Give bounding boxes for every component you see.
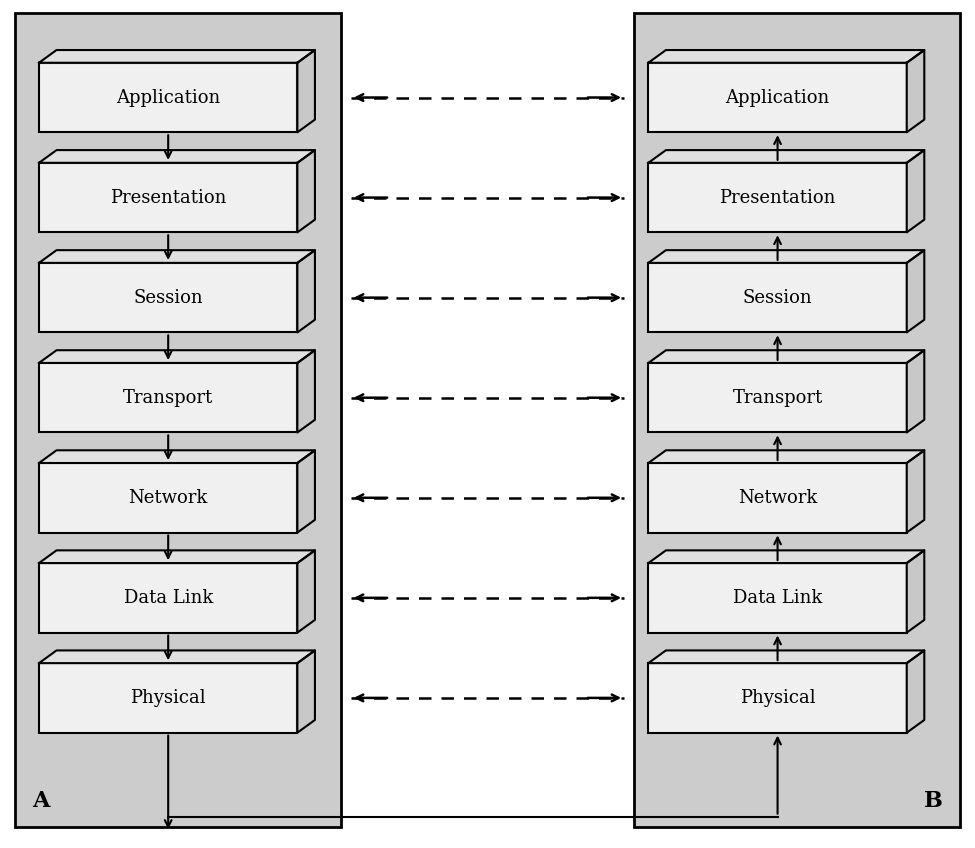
Bar [39, 463, 297, 533]
Bar [341, 0, 634, 848]
Bar [39, 663, 297, 733]
Text: Data Link: Data Link [124, 589, 213, 607]
Bar [648, 63, 907, 132]
Text: Data Link: Data Link [733, 589, 822, 607]
Text: Physical: Physical [740, 689, 815, 707]
Polygon shape [297, 450, 315, 533]
Polygon shape [648, 550, 924, 563]
Bar [648, 463, 907, 533]
Polygon shape [907, 650, 924, 733]
Bar [648, 163, 907, 232]
Text: Network: Network [129, 488, 208, 507]
Text: B: B [924, 789, 943, 812]
Polygon shape [39, 450, 315, 463]
Polygon shape [907, 350, 924, 432]
Bar [39, 63, 297, 132]
Polygon shape [907, 50, 924, 132]
Bar [39, 363, 297, 432]
Polygon shape [907, 250, 924, 332]
Bar [634, 13, 960, 827]
Polygon shape [39, 150, 315, 163]
Polygon shape [648, 650, 924, 663]
Polygon shape [648, 250, 924, 263]
Polygon shape [297, 550, 315, 633]
Polygon shape [39, 50, 315, 63]
Bar [15, 13, 341, 827]
Polygon shape [648, 50, 924, 63]
Polygon shape [297, 650, 315, 733]
Text: Transport: Transport [732, 388, 823, 407]
Bar [648, 663, 907, 733]
Polygon shape [297, 350, 315, 432]
Bar [648, 563, 907, 633]
Bar [39, 163, 297, 232]
Polygon shape [648, 350, 924, 363]
Text: Presentation: Presentation [110, 188, 226, 207]
Text: Network: Network [738, 488, 817, 507]
Text: Application: Application [116, 88, 220, 107]
Polygon shape [297, 50, 315, 132]
Bar [648, 363, 907, 432]
Polygon shape [297, 250, 315, 332]
Polygon shape [39, 550, 315, 563]
Polygon shape [648, 150, 924, 163]
Text: Session: Session [134, 288, 203, 307]
Text: Physical: Physical [131, 689, 206, 707]
Polygon shape [648, 450, 924, 463]
Bar [39, 263, 297, 332]
Polygon shape [907, 450, 924, 533]
Text: Session: Session [743, 288, 812, 307]
Polygon shape [907, 150, 924, 232]
Text: Application: Application [725, 88, 830, 107]
Bar [39, 563, 297, 633]
Text: Presentation: Presentation [720, 188, 836, 207]
Polygon shape [297, 150, 315, 232]
Polygon shape [907, 550, 924, 633]
Text: A: A [32, 789, 50, 812]
Polygon shape [39, 350, 315, 363]
Polygon shape [39, 250, 315, 263]
Text: Transport: Transport [123, 388, 214, 407]
Bar [648, 263, 907, 332]
Polygon shape [39, 650, 315, 663]
